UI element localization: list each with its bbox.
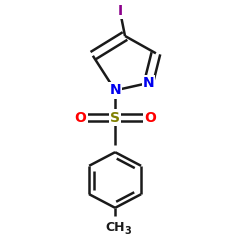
Text: 3: 3 [124,226,131,235]
Text: S: S [110,110,120,124]
Text: I: I [118,4,122,18]
Text: O: O [144,110,156,124]
Text: O: O [74,110,86,124]
Text: N: N [109,84,121,98]
Text: CH: CH [105,221,125,234]
Text: N: N [143,76,154,90]
